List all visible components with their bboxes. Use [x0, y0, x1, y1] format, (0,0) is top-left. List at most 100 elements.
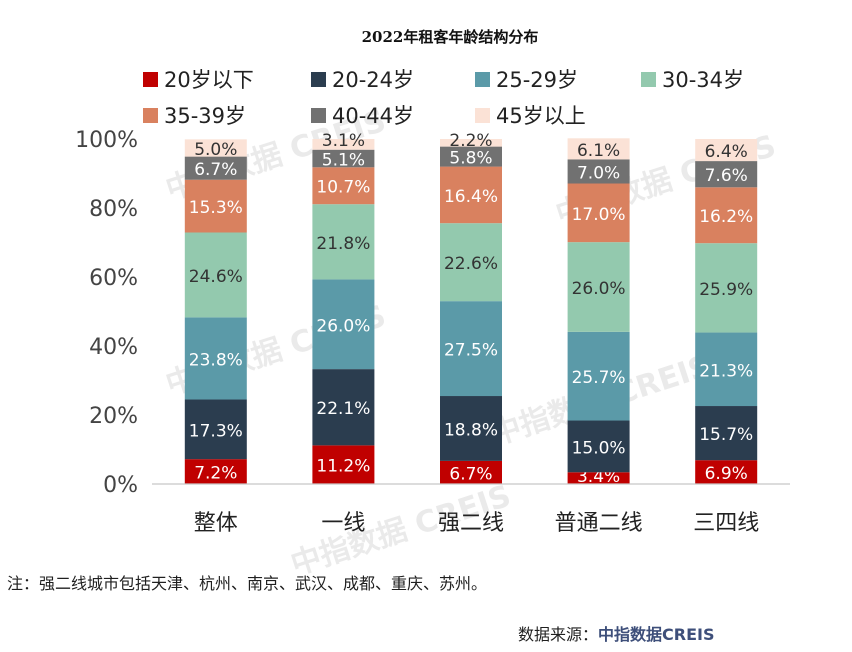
- bar-label-2-6: 2.2%: [449, 131, 492, 151]
- bar-label-1-3: 21.8%: [316, 234, 370, 254]
- x-tick-label: 一线: [321, 511, 365, 536]
- legend-label-2: 25-29岁: [496, 68, 578, 92]
- bar-segment-4-1: [695, 406, 758, 461]
- legend-label-0: 20岁以下: [164, 68, 254, 92]
- bar-segment-2-5: [440, 146, 502, 167]
- bar-label-3-3: 26.0%: [572, 279, 626, 299]
- bar-segment-3-0: [567, 472, 630, 484]
- legend-label-3: 30-34岁: [662, 68, 744, 92]
- y-tick-label: 0%: [103, 473, 138, 498]
- source-brand: 中指数据CREIS: [598, 625, 715, 644]
- bar-label-1-2: 26.0%: [316, 316, 370, 336]
- bar-label-1-0: 11.2%: [316, 457, 370, 477]
- source-label: 数据来源：: [518, 625, 599, 644]
- legend-label-4: 35-39岁: [164, 104, 246, 128]
- legend-swatch-5: [311, 108, 326, 123]
- bar-segment-4-2: [695, 332, 758, 407]
- bar-label-2-5: 5.8%: [449, 149, 492, 169]
- x-tick-label: 整体: [194, 511, 238, 536]
- bar-segment-4-0: [695, 460, 758, 484]
- bar-label-3-6: 6.1%: [577, 141, 620, 161]
- bar-label-0-3: 24.6%: [189, 267, 243, 287]
- bar-label-1-5: 5.1%: [322, 150, 365, 170]
- bar-segment-2-0: [440, 460, 502, 484]
- y-tick-label: 80%: [89, 197, 138, 222]
- bar-segment-2-4: [440, 166, 502, 224]
- legend-swatch-3: [641, 72, 656, 87]
- bar-label-1-4: 10.7%: [316, 178, 370, 198]
- bar-segment-4-5: [695, 161, 758, 188]
- legend-label-1: 20-24岁: [332, 68, 414, 92]
- y-tick-label: 100%: [75, 128, 138, 153]
- bar-segment-4-4: [695, 187, 758, 244]
- bar-segment-1-0: [312, 445, 375, 484]
- x-tick-label: 三四线: [693, 511, 759, 536]
- bar-label-0-5: 6.7%: [194, 160, 237, 180]
- legend-label-5: 40-44岁: [332, 104, 414, 128]
- bar-segment-3-1: [567, 420, 630, 473]
- bar-segment-3-5: [567, 159, 630, 184]
- legend-swatch-6: [475, 108, 490, 123]
- bar-segment-3-3: [567, 242, 630, 332]
- bar-segment-0-6: [184, 139, 247, 157]
- bar-segment-2-2: [440, 301, 502, 397]
- bar-label-3-1: 15.0%: [572, 438, 626, 458]
- bar-segment-3-4: [567, 183, 630, 243]
- bar-segment-4-6: [695, 139, 758, 162]
- bar-segment-1-4: [312, 167, 375, 205]
- legend-swatch-2: [475, 72, 490, 87]
- bar-segment-4-3: [695, 243, 758, 333]
- y-tick-label: 20%: [89, 404, 138, 429]
- x-tick-label: 普通二线: [555, 511, 643, 536]
- bar-segment-0-4: [184, 179, 247, 233]
- bar-label-1-1: 22.1%: [316, 399, 370, 419]
- bar-segment-1-6: [312, 139, 375, 150]
- bar-segment-0-1: [184, 399, 247, 460]
- footnote: 注：强二线城市包括天津、杭州、南京、武汉、成都、重庆、苏州。: [7, 574, 488, 593]
- bar-label-4-3: 25.9%: [699, 280, 753, 300]
- bar-segment-3-2: [567, 331, 630, 421]
- bar-label-0-6: 5.0%: [194, 140, 237, 160]
- legend-swatch-0: [143, 72, 158, 87]
- bar-segment-1-3: [312, 204, 375, 280]
- y-tick-label: 60%: [89, 266, 138, 291]
- chart-title: 2022年租客年龄结构分布: [362, 28, 539, 46]
- bar-segment-0-3: [184, 232, 247, 318]
- bar-label-2-4: 16.4%: [444, 187, 498, 207]
- bar-segment-0-0: [184, 459, 247, 484]
- bar-segment-2-6: [440, 139, 502, 147]
- bar-segment-2-1: [440, 396, 502, 461]
- legend-swatch-1: [311, 72, 326, 87]
- bar-label-0-2: 23.8%: [189, 350, 243, 370]
- legend-label-6: 45岁以上: [496, 104, 586, 128]
- bar-segment-1-1: [312, 369, 375, 446]
- bar-label-3-5: 7.0%: [577, 163, 620, 183]
- bar-label-4-6: 6.4%: [705, 142, 748, 162]
- bar-label-0-4: 15.3%: [189, 198, 243, 218]
- bar-label-4-2: 21.3%: [699, 361, 753, 381]
- bar-segment-2-3: [440, 223, 502, 302]
- x-tick-label: 强二线: [438, 511, 504, 536]
- y-tick-label: 40%: [89, 335, 138, 360]
- bar-label-4-4: 16.2%: [699, 207, 753, 227]
- bar-segment-1-2: [312, 279, 375, 370]
- bar-label-0-1: 17.3%: [189, 421, 243, 441]
- bar-label-3-2: 25.7%: [572, 368, 626, 388]
- bar-segment-0-5: [184, 156, 247, 180]
- bar-segment-3-6: [567, 138, 630, 160]
- bar-label-3-4: 17.0%: [572, 205, 626, 225]
- bar-label-2-1: 18.8%: [444, 420, 498, 440]
- source-line: 数据来源：中指数据CREIS: [518, 621, 715, 645]
- legend-swatch-4: [143, 108, 158, 123]
- bar-label-4-0: 6.9%: [705, 464, 748, 484]
- bar-label-2-2: 27.5%: [444, 341, 498, 361]
- bar-label-0-0: 7.2%: [194, 464, 237, 484]
- bar-segment-0-2: [184, 317, 247, 400]
- bar-label-1-6: 3.1%: [322, 131, 365, 151]
- bar-segment-1-5: [312, 149, 375, 168]
- bar-label-4-1: 15.7%: [699, 425, 753, 445]
- bar-label-2-0: 6.7%: [449, 464, 492, 484]
- bar-label-4-5: 7.6%: [705, 166, 748, 186]
